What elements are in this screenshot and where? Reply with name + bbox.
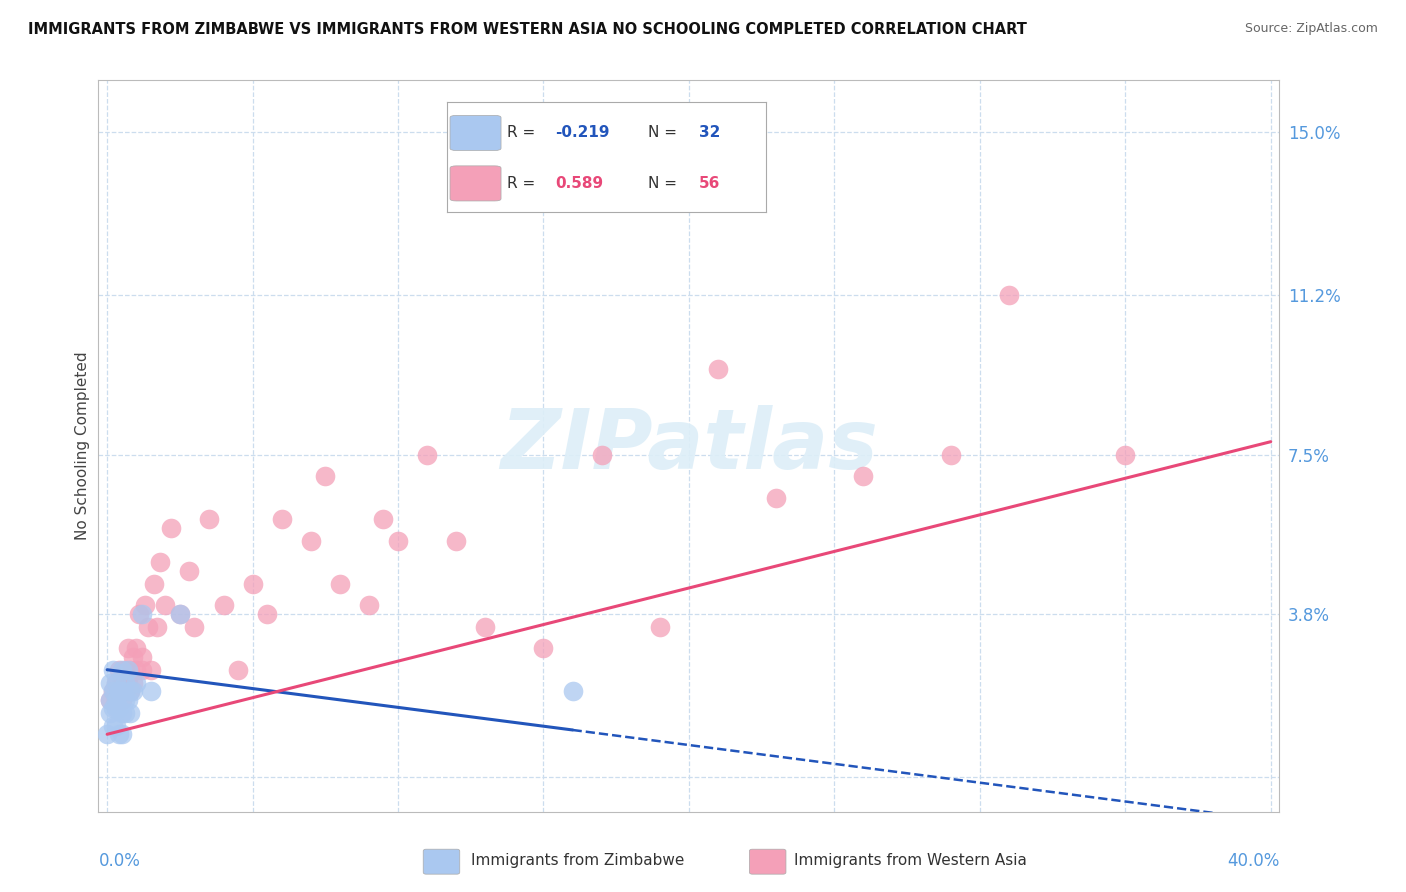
Point	[101, 663, 124, 677]
Point	[270, 512, 292, 526]
Point	[939, 448, 962, 462]
Point	[114, 706, 136, 720]
Point	[561, 684, 583, 698]
Point	[1114, 448, 1136, 462]
Text: Immigrants from Western Asia: Immigrants from Western Asia	[794, 854, 1028, 868]
Point	[101, 684, 124, 698]
Point	[120, 684, 142, 698]
Point	[998, 288, 1021, 302]
Point	[169, 607, 191, 621]
Point	[373, 512, 395, 526]
Text: Source: ZipAtlas.com: Source: ZipAtlas.com	[1244, 22, 1378, 36]
Point	[120, 706, 142, 720]
Point	[111, 675, 134, 690]
Point	[242, 576, 264, 591]
Point	[169, 607, 191, 621]
Point	[98, 706, 121, 720]
Point	[107, 684, 129, 698]
Point	[98, 675, 121, 690]
Point	[387, 533, 409, 548]
Point	[125, 641, 148, 656]
Point	[122, 675, 145, 690]
Point	[104, 719, 127, 733]
Point	[117, 641, 139, 656]
Point	[104, 693, 127, 707]
Point	[183, 620, 205, 634]
Point	[139, 684, 162, 698]
Point	[104, 693, 127, 707]
Point	[107, 684, 129, 698]
Point	[226, 663, 249, 677]
Point	[329, 576, 352, 591]
Point	[114, 675, 136, 690]
Point	[98, 693, 121, 707]
Point	[98, 693, 121, 707]
Point	[299, 533, 322, 548]
Point	[139, 663, 162, 677]
Point	[198, 512, 221, 526]
Point	[357, 598, 380, 612]
Point	[474, 620, 496, 634]
Point	[96, 727, 118, 741]
Point	[256, 607, 278, 621]
Point	[101, 719, 124, 733]
Point	[416, 448, 439, 462]
Point	[107, 701, 129, 715]
Point	[111, 693, 134, 707]
Point	[131, 663, 153, 677]
Point	[145, 620, 167, 634]
Point	[104, 675, 127, 690]
Point	[136, 620, 159, 634]
Point	[101, 684, 124, 698]
Y-axis label: No Schooling Completed: No Schooling Completed	[75, 351, 90, 541]
Point	[104, 675, 127, 690]
Point	[444, 533, 467, 548]
Point	[125, 663, 148, 677]
Point	[591, 448, 613, 462]
Point	[117, 675, 139, 690]
Point	[111, 727, 134, 741]
Point	[101, 701, 124, 715]
Point	[131, 607, 153, 621]
Point	[122, 684, 145, 698]
Point	[212, 598, 235, 612]
Point	[648, 620, 671, 634]
Point	[117, 663, 139, 677]
Text: 40.0%: 40.0%	[1227, 852, 1279, 870]
Point	[120, 663, 142, 677]
Point	[131, 649, 153, 664]
Point	[142, 576, 165, 591]
Point	[533, 641, 555, 656]
Point	[117, 693, 139, 707]
Point	[114, 663, 136, 677]
Point	[114, 684, 136, 698]
Point	[852, 469, 875, 483]
Point	[765, 491, 787, 505]
Text: ZIPatlas: ZIPatlas	[501, 406, 877, 486]
Point	[111, 663, 134, 677]
Point	[120, 684, 142, 698]
Point	[134, 598, 156, 612]
Point	[177, 564, 200, 578]
Text: 0.0%: 0.0%	[98, 852, 141, 870]
Point	[314, 469, 336, 483]
Point	[122, 649, 145, 664]
Text: IMMIGRANTS FROM ZIMBABWE VS IMMIGRANTS FROM WESTERN ASIA NO SCHOOLING COMPLETED : IMMIGRANTS FROM ZIMBABWE VS IMMIGRANTS F…	[28, 22, 1026, 37]
Point	[111, 706, 134, 720]
Text: Immigrants from Zimbabwe: Immigrants from Zimbabwe	[471, 854, 685, 868]
Point	[155, 598, 177, 612]
Point	[107, 727, 129, 741]
Point	[104, 701, 127, 715]
Point	[148, 555, 170, 569]
Point	[111, 684, 134, 698]
Point	[107, 663, 129, 677]
Point	[128, 607, 150, 621]
Point	[160, 521, 183, 535]
Point	[114, 693, 136, 707]
Point	[125, 675, 148, 690]
Point	[707, 361, 730, 376]
